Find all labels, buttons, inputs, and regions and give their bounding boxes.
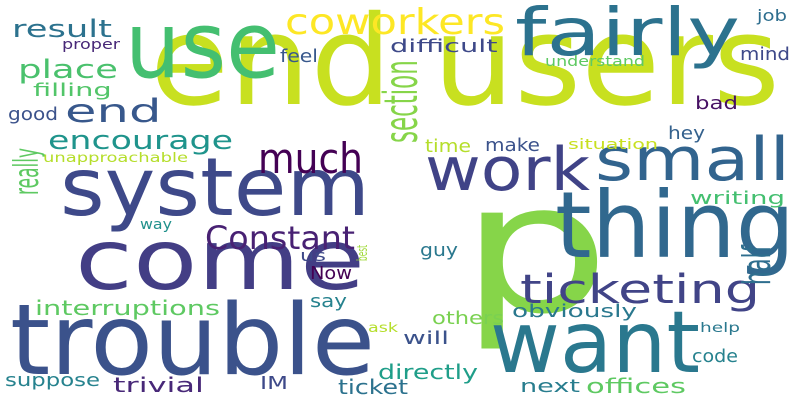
word-half: half: [735, 245, 779, 285]
word-constant: Constant: [205, 219, 355, 257]
word-result: result: [12, 15, 112, 43]
word-fairly: fairly: [515, 0, 740, 71]
word-trouble: trouble: [10, 284, 375, 398]
word-code: code: [692, 346, 738, 367]
word-best: best: [355, 245, 371, 261]
word-filling: filling: [33, 80, 112, 101]
word-writing: writing: [690, 188, 785, 209]
word-place: place: [18, 55, 118, 85]
word-encourage: encourage: [48, 126, 233, 156]
word-p: p: [460, 145, 610, 354]
word-ticketing: ticketing: [520, 267, 760, 313]
word-coworkers: coworkers: [285, 2, 505, 43]
word-mind: mind: [740, 44, 790, 65]
word-hey: hey: [668, 123, 705, 144]
word-bad: bad: [695, 93, 738, 114]
word-end: end: [65, 92, 162, 130]
word-much: much: [258, 134, 363, 183]
word-really: really: [7, 148, 47, 195]
word-want: want: [490, 293, 700, 393]
word-say: say: [310, 291, 347, 312]
word-come: come: [75, 211, 365, 309]
word-job: job: [757, 6, 787, 25]
word-thing: thing: [555, 172, 795, 279]
word-ask: ask: [368, 321, 398, 336]
word-system: system: [60, 141, 370, 234]
word-trivial: trivial: [113, 373, 204, 397]
word-understand: understand: [545, 54, 645, 70]
word-suppose: suppose: [5, 370, 100, 391]
word-unapproachable: unapproachable: [43, 151, 188, 166]
word-make: make: [485, 135, 540, 156]
word-now: Now: [310, 263, 352, 284]
word-use: use: [125, 0, 280, 99]
word-small: small: [595, 125, 790, 195]
word-directly: directly: [378, 360, 478, 384]
word-feel: feel: [280, 46, 318, 67]
word-us: us: [300, 246, 326, 265]
word-way: way: [140, 217, 172, 233]
word-situation: situation: [568, 137, 658, 153]
word-section: section: [374, 59, 428, 143]
word-difficult: difficult: [390, 36, 498, 57]
word-obviously: obviously: [512, 301, 637, 322]
word-good: good: [8, 104, 58, 125]
word-help: help: [700, 321, 740, 336]
word-im: IM: [260, 373, 288, 394]
word-ticket: ticket: [338, 375, 408, 399]
word-proper: proper: [62, 37, 120, 53]
word-time: time: [425, 136, 471, 157]
word-interruptions: interruptions: [35, 296, 220, 320]
word-will: will: [403, 328, 449, 349]
word-end-users: end users: [150, 0, 780, 134]
word-others: others: [432, 308, 504, 329]
word-guy: guy: [420, 240, 458, 261]
word-next: next: [520, 376, 580, 397]
word-offices: offices: [586, 374, 686, 398]
word-work: work: [425, 135, 590, 205]
